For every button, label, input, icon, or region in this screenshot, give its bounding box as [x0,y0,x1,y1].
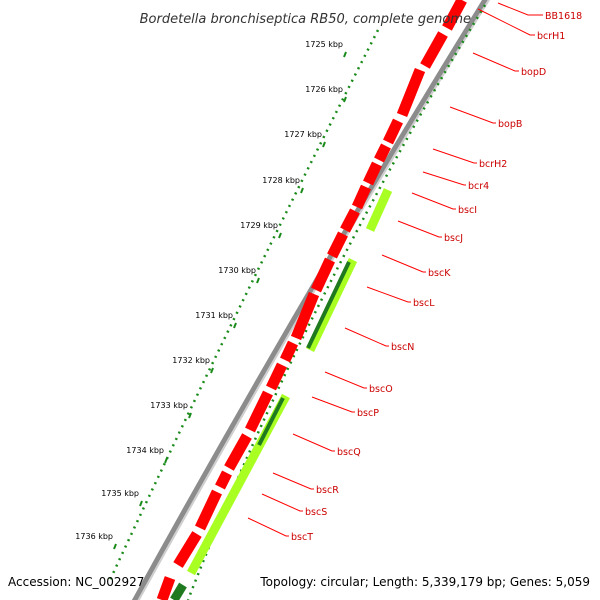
ruler-tick [210,367,214,374]
gene-label-leader [432,148,477,164]
gene-label-leader [411,192,456,210]
gene-feature [173,531,202,568]
ruler-label: 1736 kbp [75,532,113,541]
gene-feature [442,0,467,31]
genome-title: Bordetella bronchiseptica RB50, complete… [140,12,471,27]
ruler-label: 1726 kbp [305,85,343,94]
ruler-label: 1732 kbp [172,356,210,365]
gene-label-leader [272,472,314,490]
gene-feature [306,261,351,349]
ruler-tick [343,96,347,103]
gene-label: bcr4 [468,181,489,192]
gene-label-leader [261,493,303,512]
gene-label: bscR [316,485,339,496]
gene-label-leader [397,220,442,238]
ruler-label: 1734 kbp [126,446,164,455]
ruler-label: 1727 kbp [284,130,322,139]
gene-label-leader [324,371,367,389]
gene-feature [311,257,335,293]
ruler-tick [256,277,260,284]
ruler-label: 1735 kbp [101,489,139,498]
ruler-tick [343,51,347,58]
gene-feature [396,67,426,118]
gene-label: bscS [305,507,327,518]
reverse-genes [170,188,393,600]
gene-label: bscT [291,532,313,543]
genome-backbone [131,0,488,600]
gene-label: bscI [458,205,477,216]
ruler-tick [164,457,168,464]
gene-label-leader [344,327,389,347]
gene-feature [374,143,391,163]
gene-feature [365,188,393,232]
gene-label: bcrH1 [537,31,565,42]
ruler-label: 1729 kbp [240,221,278,230]
ruler-label: 1733 kbp [150,401,188,410]
gene-label-leader [472,52,519,72]
gene-label: bscK [428,268,451,279]
gene-feature [280,340,298,363]
gene-feature [170,582,187,600]
ruler-tick [113,543,117,550]
gene-label: bscL [413,298,435,309]
gene-label: bopB [498,119,522,130]
gene-label-leader [292,433,335,452]
outer-ruler-track [108,29,380,581]
gene-label: bopD [521,67,546,78]
position-ruler: 1725 kbp 1726 kbp 1727 kbp 1728 kbp 1729 kbp… [75,40,347,550]
gene-feature [290,291,320,341]
gene-feature [266,362,287,391]
ruler-tick [233,322,237,329]
ruler-tick [322,141,326,148]
gene-label: BB1618 [545,11,582,22]
gene-feature [420,31,448,69]
gene-feature [224,433,252,471]
ruler-label: 1725 kbp [305,40,343,49]
gene-label: bscJ [444,233,463,244]
gene-label: bscO [369,384,393,395]
gene-feature [363,161,382,186]
gene-label: bscP [357,408,379,419]
gene-label-leader [311,396,355,413]
inner-ruler-track [186,4,487,600]
gene-feature [245,390,273,433]
gene-label: bcrH2 [479,159,507,170]
gene-feature [383,118,403,145]
gene-label-leader [366,286,411,303]
genome-stats-text: Topology: circular; Length: 5,339,179 bp… [259,575,590,589]
gene-feature [327,231,348,259]
gene-feature [156,576,176,600]
gene-label-leader [477,8,535,36]
gene-label-leader [247,517,289,537]
ruler-tick [278,232,282,239]
gene-feature [195,489,222,531]
gene-label: bscN [391,342,414,353]
accession-text: Accession: NC_002927 [8,575,144,589]
ruler-label: 1731 kbp [195,311,233,320]
gene-feature [215,470,232,490]
ruler-tick [300,187,304,194]
forward-genes [156,0,467,600]
gene-feature [351,184,372,210]
gene-feature [257,397,285,446]
gene-labels: BB1618 bcrH1 bopD bopB bcrH2 bcr4 bscI bscJ bscK… [247,2,582,543]
gene-feature [305,258,358,352]
ruler-tick [188,412,192,419]
gene-label-leader [497,2,543,16]
gene-label-leader [422,171,466,186]
gene-label: bscQ [337,447,361,458]
gene-label-leader [449,106,496,124]
gene-label-leader [381,254,426,273]
ruler-label: 1730 kbp [218,266,256,275]
ruler-label: 1728 kbp [262,176,300,185]
ruler-tick [139,500,143,507]
gene-feature [340,208,360,233]
